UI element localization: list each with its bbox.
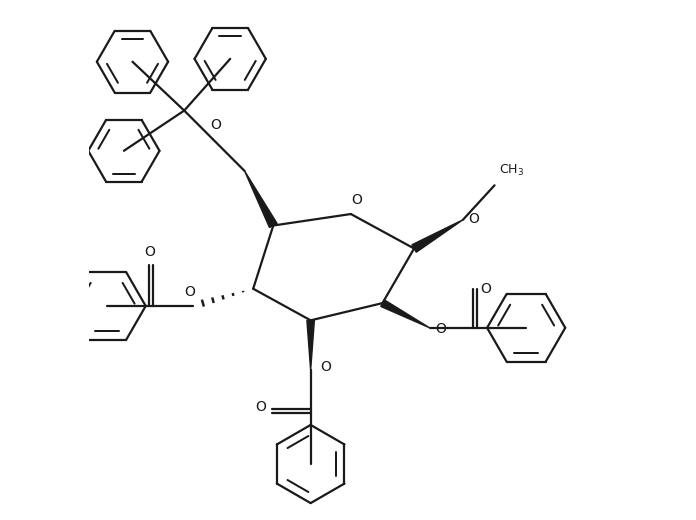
- Polygon shape: [244, 171, 277, 228]
- Text: O: O: [468, 212, 480, 226]
- Text: O: O: [184, 285, 196, 299]
- Text: O: O: [210, 119, 221, 133]
- Polygon shape: [381, 300, 429, 328]
- Text: O: O: [320, 360, 331, 374]
- Text: O: O: [255, 399, 267, 413]
- Text: O: O: [144, 245, 155, 259]
- Polygon shape: [412, 220, 463, 252]
- Text: O: O: [436, 322, 446, 336]
- Text: O: O: [480, 282, 491, 296]
- Text: O: O: [351, 193, 362, 207]
- Text: CH$_3$: CH$_3$: [499, 163, 524, 178]
- Polygon shape: [307, 320, 315, 370]
